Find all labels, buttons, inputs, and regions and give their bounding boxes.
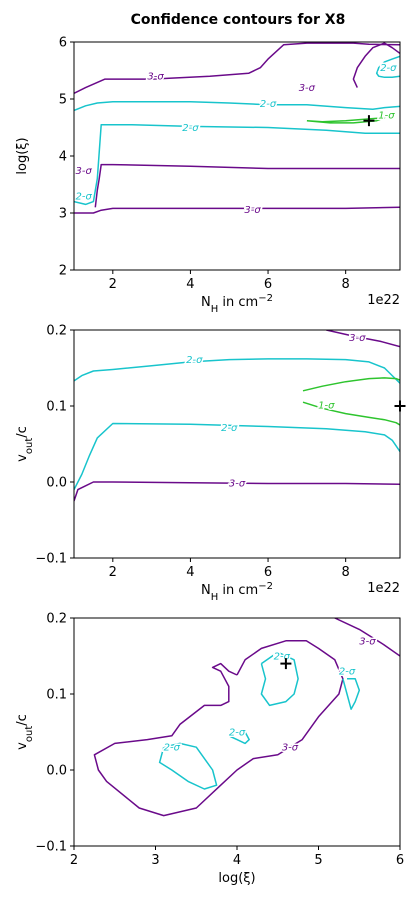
x-tick-label: 5 [314,853,322,868]
contour-2-sigma-line [228,731,250,745]
x-tick-label: 6 [396,853,404,868]
x-tick-label: 2 [70,853,78,868]
contour-label: 3-σ [147,72,164,83]
contour-2-sigma-line [74,101,400,112]
contour-lines [93,618,400,817]
x-tick-label: 8 [342,565,350,580]
contour-label: 2-σ [76,191,93,202]
contour-2-sigma-line [260,651,299,707]
contour-label: 2-σ [164,743,181,754]
x-axis-label: log(ξ) [218,871,255,886]
y-tick-label: −0.1 [35,840,67,855]
y-tick-label: 4 [59,150,67,165]
chart-panels: 3-σ 3-σ 3-σ 3-σ 2-σ 2-σ 2-σ 2-σ 1-σ 2 4 6 8 2 3 4 5 6 1e22… [15,36,406,887]
x-tick-label: 4 [233,853,241,868]
contour-3-sigma-line [334,618,400,657]
y-tick-label: 0.1 [46,400,67,415]
y-tick-label: 2 [59,264,67,279]
contour-3-sigma-line [352,42,400,88]
contour-label: 3-σ [76,166,93,177]
chart-panel-1: 3-σ 3-σ 3-σ 3-σ 2-σ 2-σ 2-σ 2-σ 1-σ 2 4 6 8 2 3 4 5 6 1e22… [15,36,401,315]
contour-label: 3-σ [299,83,316,94]
y-tick-label: 0.2 [46,324,67,339]
y-tick-label: 0.2 [46,612,67,627]
x-axis-label: NH in cm−2 [201,293,273,315]
x-axis-label: NH in cm−2 [201,581,273,603]
contour-1-sigma-line [306,117,386,124]
contour-label: 1-σ [378,110,395,121]
contour-label: 3-σ [282,743,299,754]
x-axis-offset: 1e22 [367,581,400,596]
contour-label: 2-σ [380,63,397,74]
contour-2-sigma-line [158,742,218,790]
contour-label: 2-σ [229,728,246,739]
best-fit-marker [280,658,292,670]
contour-2-sigma-line [74,422,400,490]
y-tick-label: 0.0 [46,764,67,779]
contour-3-sigma-line [74,206,400,214]
contour-label: 2-σ [274,652,291,663]
axes-frame [73,41,401,271]
y-tick-label: 0.1 [46,688,67,703]
chart-panel-3: 3-σ 3-σ 2-σ 2-σ 2-σ 2-σ 2 3 4 5 6 −0.1 0.0 0.1 0.2 log(… [15,612,404,887]
chart-panel-2: 3-σ 3-σ 2-σ 2-σ 1-σ 2 4 6 8 −0.1 0.0 0.1 0.2 1e22 NH i… [15,324,406,603]
contour-label: 2-σ [182,123,199,134]
contour-lines [74,330,400,502]
x-tick-label: 2 [109,277,117,292]
y-axis-label: vout/c [15,714,35,750]
contour-3-sigma-line [93,640,344,817]
figure-title: Confidence contours for X8 [131,12,346,28]
contour-label: 3-σ [359,636,376,647]
contour-label: 3-σ [349,333,366,344]
axes-frame [73,329,401,559]
x-tick-label: 3 [151,853,159,868]
y-tick-label: −0.1 [35,552,67,567]
y-tick-label: 0.0 [46,476,67,491]
y-tick-label: 6 [59,36,67,51]
contour-label: 2-σ [186,355,203,366]
y-tick-label: 5 [59,93,67,108]
contour-3-sigma-line [74,481,400,502]
contour-label: 3-σ [229,478,246,489]
y-axis-label: vout/c [15,426,35,462]
x-tick-label: 6 [264,277,272,292]
x-tick-label: 6 [264,565,272,580]
x-tick-label: 2 [109,565,117,580]
contour-lines [74,42,400,214]
y-axis-label: log(ξ) [15,137,30,174]
contour-3-sigma-line [94,163,400,208]
contour-1-sigma-line [302,377,400,392]
contour-2-sigma-line [342,678,361,710]
contour-label: 2-σ [221,423,238,434]
contour-2-sigma-line [74,358,400,384]
contour-label: 1-σ [318,401,335,412]
x-axis-offset: 1e22 [367,293,400,308]
contour-2-sigma-line [375,55,400,79]
y-tick-label: 3 [59,207,67,222]
contour-label: 3-σ [244,205,261,216]
contour-3-sigma-line [74,42,400,94]
contour-label: 2-σ [339,667,356,678]
contour-1-sigma-line [302,401,400,426]
contour-label: 2-σ [260,99,277,110]
contour-2-sigma-line [74,123,400,206]
x-tick-label: 8 [342,277,350,292]
contour-3-sigma-line [326,330,400,348]
best-fit-marker [363,115,375,127]
x-tick-label: 4 [186,565,194,580]
x-tick-label: 4 [186,277,194,292]
